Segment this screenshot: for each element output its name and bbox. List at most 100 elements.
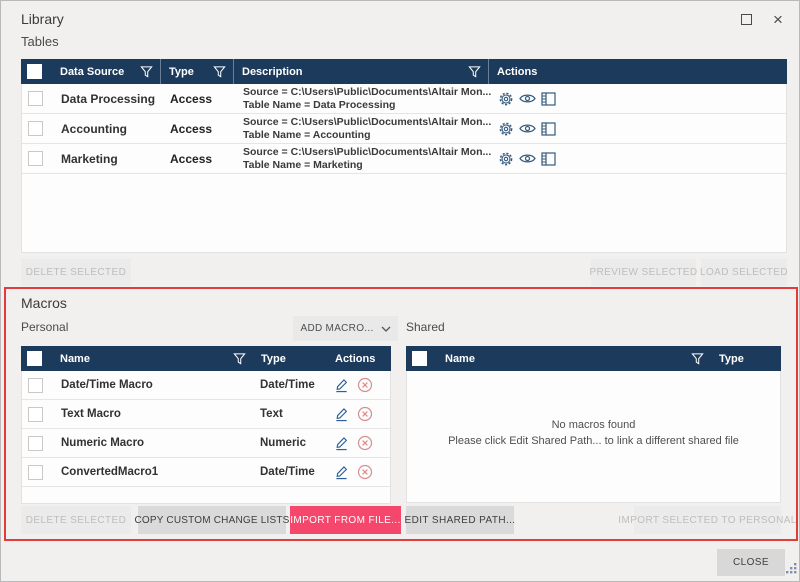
- shared-empty-message: No macros found: [551, 419, 636, 431]
- macro-row[interactable]: Date/Time Macro Date/Time: [22, 371, 390, 400]
- personal-label: Personal: [21, 320, 69, 334]
- preview-icon[interactable]: [519, 92, 536, 105]
- row-checkbox[interactable]: [28, 435, 43, 451]
- data-source-type: Access: [170, 121, 213, 136]
- macros-section-highlight: Macros Personal ADD MACRO... Shared Name…: [4, 287, 798, 541]
- personal-grid-body: Date/Time Macro Date/Time Text Macro: [21, 371, 391, 504]
- macro-type: Date/Time: [260, 379, 315, 391]
- delete-selected-macros-button[interactable]: DELETE SELECTED: [21, 506, 131, 534]
- preview-icon[interactable]: [519, 122, 536, 135]
- column-name[interactable]: Name: [445, 352, 475, 365]
- filter-icon[interactable]: [232, 351, 247, 367]
- window-controls: ×: [735, 9, 789, 29]
- select-all-checkbox[interactable]: [27, 64, 42, 79]
- macro-name: Date/Time Macro: [61, 379, 153, 391]
- delete-selected-tables-button[interactable]: DELETE SELECTED: [21, 259, 131, 286]
- add-macro-label: ADD MACRO...: [300, 323, 374, 334]
- macro-name: Numeric Macro: [61, 437, 145, 449]
- column-type[interactable]: Type: [169, 65, 194, 78]
- resize-grip[interactable]: [786, 561, 797, 579]
- description-line: Source = C:\Users\Public\Documents\Altai…: [243, 146, 492, 158]
- data-source-type: Access: [170, 91, 213, 106]
- preview-selected-button[interactable]: PREVIEW SELECTED: [589, 259, 697, 286]
- maximize-button[interactable]: [735, 9, 757, 29]
- close-icon: ×: [773, 9, 783, 29]
- row-checkbox[interactable]: [28, 406, 43, 422]
- macro-name: Text Macro: [61, 408, 121, 420]
- personal-grid-header: Name Type Actions: [21, 346, 391, 371]
- filter-icon[interactable]: [212, 64, 227, 80]
- filter-icon[interactable]: [690, 351, 705, 367]
- tables-grid-body: Data Processing Access Source = C:\Users…: [21, 84, 787, 253]
- description-line: Source = C:\Users\Public\Documents\Altai…: [243, 86, 492, 98]
- tables-section-label: Tables: [21, 34, 59, 49]
- edit-icon[interactable]: [334, 435, 349, 451]
- shared-macros-grid: Name Type No macros found Please click E…: [406, 346, 781, 503]
- edit-icon[interactable]: [334, 377, 349, 393]
- filter-icon[interactable]: [139, 64, 154, 80]
- row-checkbox[interactable]: [28, 377, 43, 393]
- load-selected-button[interactable]: LOAD SELECTED: [700, 259, 788, 286]
- copy-custom-change-lists-button[interactable]: COPY CUSTOM CHANGE LISTS: [135, 506, 289, 534]
- macros-section-label: Macros: [21, 295, 67, 311]
- column-actions: Actions: [497, 65, 538, 78]
- column-actions: Actions: [335, 352, 376, 365]
- row-checkbox[interactable]: [28, 121, 43, 136]
- column-type[interactable]: Type: [719, 352, 744, 365]
- data-source-type: Access: [170, 151, 213, 166]
- edit-icon[interactable]: [334, 406, 349, 422]
- description-line: Table Name = Accounting: [243, 128, 371, 141]
- settings-icon[interactable]: [498, 121, 514, 137]
- import-from-file-button[interactable]: IMPORT FROM FILE...: [290, 506, 401, 534]
- shared-grid-header: Name Type: [406, 346, 781, 371]
- macro-row[interactable]: ConvertedMacro1 Date/Time: [22, 458, 390, 487]
- description-line: Table Name = Marketing: [243, 158, 363, 171]
- close-button[interactable]: ×: [767, 9, 789, 29]
- data-source-name: Data Processing: [61, 91, 156, 106]
- row-checkbox[interactable]: [28, 91, 43, 106]
- close-dialog-button[interactable]: CLOSE: [717, 549, 785, 576]
- delete-icon[interactable]: [357, 406, 373, 422]
- macro-type: Date/Time: [260, 466, 315, 478]
- table-row[interactable]: Marketing Access Source = C:\Users\Publi…: [22, 144, 786, 174]
- shared-label: Shared: [406, 320, 445, 334]
- filter-icon[interactable]: [467, 64, 482, 80]
- maximize-icon: [740, 13, 752, 25]
- personal-macros-grid: Name Type Actions Date/Time Macro Date/T…: [21, 346, 391, 504]
- window-title: Library: [21, 11, 64, 27]
- settings-icon[interactable]: [498, 151, 514, 167]
- load-table-icon[interactable]: [541, 121, 556, 136]
- data-source-name: Accounting: [61, 121, 127, 136]
- tables-empty-area: [22, 174, 786, 252]
- column-type[interactable]: Type: [261, 352, 286, 365]
- column-name[interactable]: Name: [60, 352, 90, 365]
- select-all-checkbox[interactable]: [27, 351, 42, 366]
- table-row[interactable]: Data Processing Access Source = C:\Users…: [22, 84, 786, 114]
- shared-grid-body: No macros found Please click Edit Shared…: [406, 371, 781, 503]
- macro-row[interactable]: Text Macro Text: [22, 400, 390, 429]
- chevron-down-icon: [381, 326, 391, 332]
- load-table-icon[interactable]: [541, 91, 556, 106]
- table-row[interactable]: Accounting Access Source = C:\Users\Publ…: [22, 114, 786, 144]
- preview-icon[interactable]: [519, 152, 536, 165]
- edit-icon[interactable]: [334, 464, 349, 480]
- add-macro-button[interactable]: ADD MACRO...: [293, 316, 398, 341]
- row-checkbox[interactable]: [28, 151, 43, 166]
- description-line: Source = C:\Users\Public\Documents\Altai…: [243, 116, 492, 128]
- column-description[interactable]: Description: [242, 65, 303, 78]
- macro-row[interactable]: Numeric Macro Numeric: [22, 429, 390, 458]
- macro-type: Numeric: [260, 437, 307, 449]
- import-selected-to-personal-button[interactable]: IMPORT SELECTED TO PERSONAL: [618, 506, 796, 534]
- macro-name: ConvertedMacro1: [61, 466, 159, 478]
- tables-grid-header: Data Source Type Description: [21, 59, 787, 84]
- select-all-checkbox[interactable]: [412, 351, 427, 366]
- row-checkbox[interactable]: [28, 464, 43, 480]
- delete-icon[interactable]: [357, 377, 373, 393]
- settings-icon[interactable]: [498, 91, 514, 107]
- load-table-icon[interactable]: [541, 151, 556, 166]
- tables-grid: Data Source Type Description: [21, 59, 787, 253]
- edit-shared-path-button[interactable]: EDIT SHARED PATH...: [405, 506, 515, 534]
- delete-icon[interactable]: [357, 464, 373, 480]
- column-data-source[interactable]: Data Source: [60, 65, 125, 78]
- delete-icon[interactable]: [357, 435, 373, 451]
